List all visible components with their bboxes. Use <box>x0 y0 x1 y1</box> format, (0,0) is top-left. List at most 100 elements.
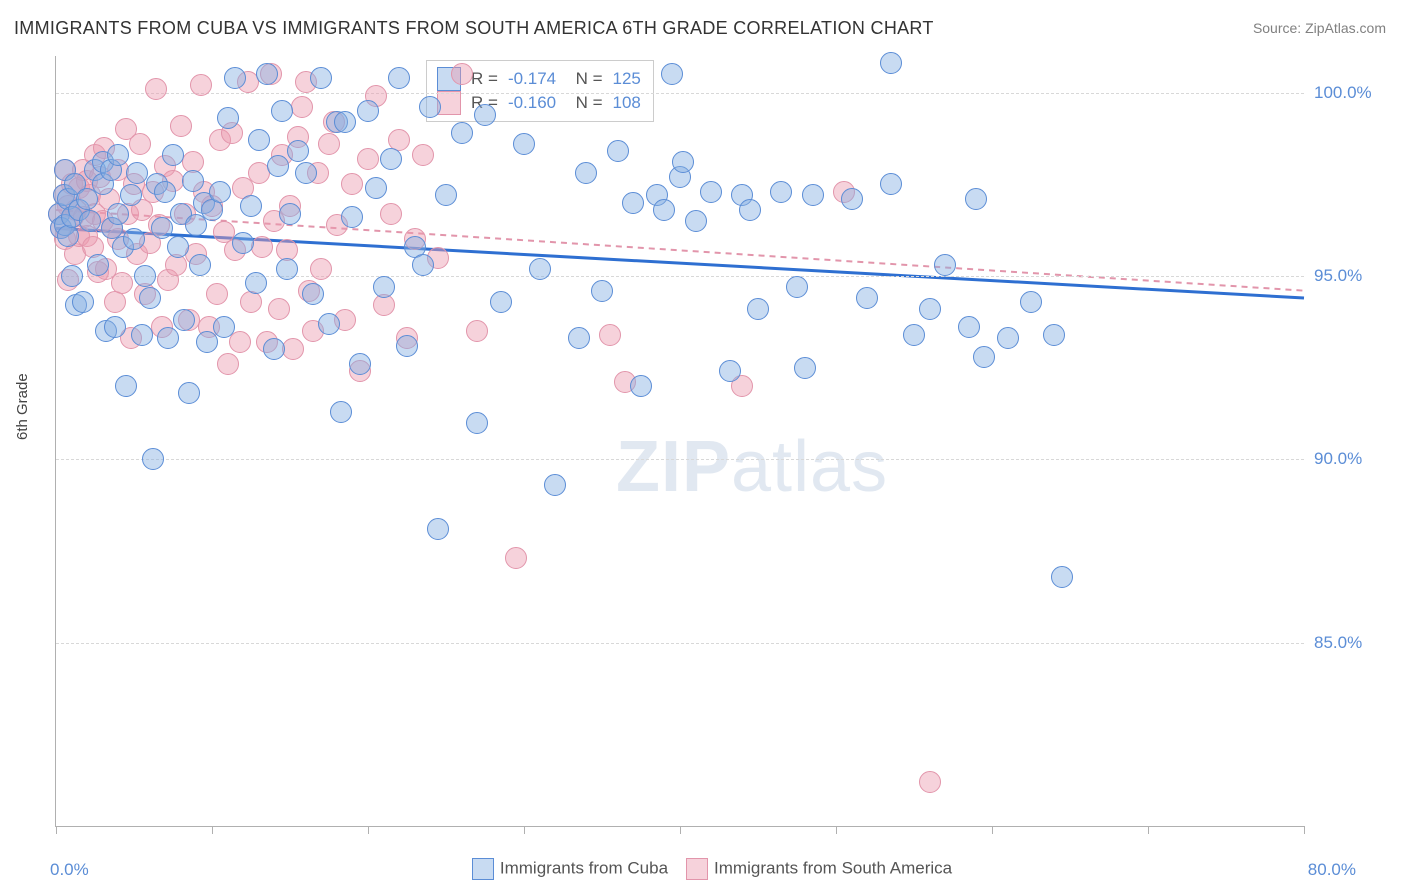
legend-row-south-america: R = -0.160 N = 108 <box>437 91 641 115</box>
data-point <box>134 265 156 287</box>
data-point <box>107 144 129 166</box>
data-point <box>232 232 254 254</box>
data-point <box>435 184 457 206</box>
data-point <box>145 78 167 100</box>
data-point <box>263 338 285 360</box>
x-tick <box>212 826 213 834</box>
series-legend: Immigrants from CubaImmigrants from Sout… <box>0 858 1406 880</box>
x-tick <box>368 826 369 834</box>
y-axis-label: 6th Grade <box>14 373 31 440</box>
data-point <box>341 206 363 228</box>
data-point <box>794 357 816 379</box>
data-point <box>997 327 1019 349</box>
data-point <box>380 148 402 170</box>
data-point <box>607 140 629 162</box>
data-point <box>388 67 410 89</box>
data-point <box>919 298 941 320</box>
data-point <box>973 346 995 368</box>
data-point <box>310 67 332 89</box>
data-point <box>295 162 317 184</box>
data-point <box>87 254 109 276</box>
data-point <box>129 133 151 155</box>
data-point <box>802 184 824 206</box>
data-point <box>841 188 863 210</box>
data-point <box>419 96 441 118</box>
data-point <box>291 96 313 118</box>
data-point <box>240 195 262 217</box>
data-point <box>245 272 267 294</box>
data-point <box>700 181 722 203</box>
data-point <box>1043 324 1065 346</box>
x-axis-min-label: 0.0% <box>50 860 89 880</box>
y-tick-label: 100.0% <box>1314 83 1384 103</box>
data-point <box>380 203 402 225</box>
data-point <box>334 111 356 133</box>
x-tick <box>524 826 525 834</box>
data-point <box>267 155 289 177</box>
data-point <box>131 324 153 346</box>
data-point <box>126 162 148 184</box>
data-point <box>934 254 956 276</box>
data-point <box>111 272 133 294</box>
data-point <box>747 298 769 320</box>
data-point <box>591 280 613 302</box>
data-point <box>142 448 164 470</box>
y-tick-label: 85.0% <box>1314 633 1384 653</box>
data-point <box>209 181 231 203</box>
data-point <box>880 52 902 74</box>
data-point <box>72 291 94 313</box>
x-tick <box>680 826 681 834</box>
data-point <box>271 100 293 122</box>
data-point <box>770 181 792 203</box>
data-point <box>302 283 324 305</box>
source-attribution: Source: ZipAtlas.com <box>1253 20 1386 36</box>
data-point <box>167 236 189 258</box>
legend-r-value: -0.160 <box>508 91 556 115</box>
data-point <box>474 104 496 126</box>
chart-title: IMMIGRANTS FROM CUBA VS IMMIGRANTS FROM … <box>14 18 934 39</box>
data-point <box>120 184 142 206</box>
data-point <box>178 382 200 404</box>
data-point <box>310 258 332 280</box>
data-point <box>466 320 488 342</box>
data-point <box>412 144 434 166</box>
data-point <box>958 316 980 338</box>
data-point <box>213 316 235 338</box>
data-point <box>919 771 941 793</box>
gridline <box>56 276 1304 277</box>
data-point <box>79 210 101 232</box>
x-tick <box>1148 826 1149 834</box>
data-point <box>206 283 228 305</box>
data-point <box>451 122 473 144</box>
legend-n-label: N = <box>566 67 602 91</box>
data-point <box>107 203 129 225</box>
data-point <box>318 133 340 155</box>
gridline <box>56 459 1304 460</box>
gridline <box>56 643 1304 644</box>
data-point <box>965 188 987 210</box>
data-point <box>287 140 309 162</box>
data-point <box>786 276 808 298</box>
data-point <box>123 228 145 250</box>
data-point <box>412 254 434 276</box>
x-tick <box>1304 826 1305 834</box>
data-point <box>217 107 239 129</box>
data-point <box>739 199 761 221</box>
data-point <box>544 474 566 496</box>
data-point <box>189 254 211 276</box>
data-point <box>276 258 298 280</box>
data-point <box>505 547 527 569</box>
data-point <box>151 217 173 239</box>
data-point <box>903 324 925 346</box>
data-point <box>719 360 741 382</box>
data-point <box>622 192 644 214</box>
data-point <box>529 258 551 280</box>
data-point <box>139 287 161 309</box>
data-point <box>568 327 590 349</box>
data-point <box>1020 291 1042 313</box>
data-point <box>490 291 512 313</box>
data-point <box>224 67 246 89</box>
data-point <box>182 170 204 192</box>
data-point <box>217 353 239 375</box>
data-point <box>173 309 195 331</box>
